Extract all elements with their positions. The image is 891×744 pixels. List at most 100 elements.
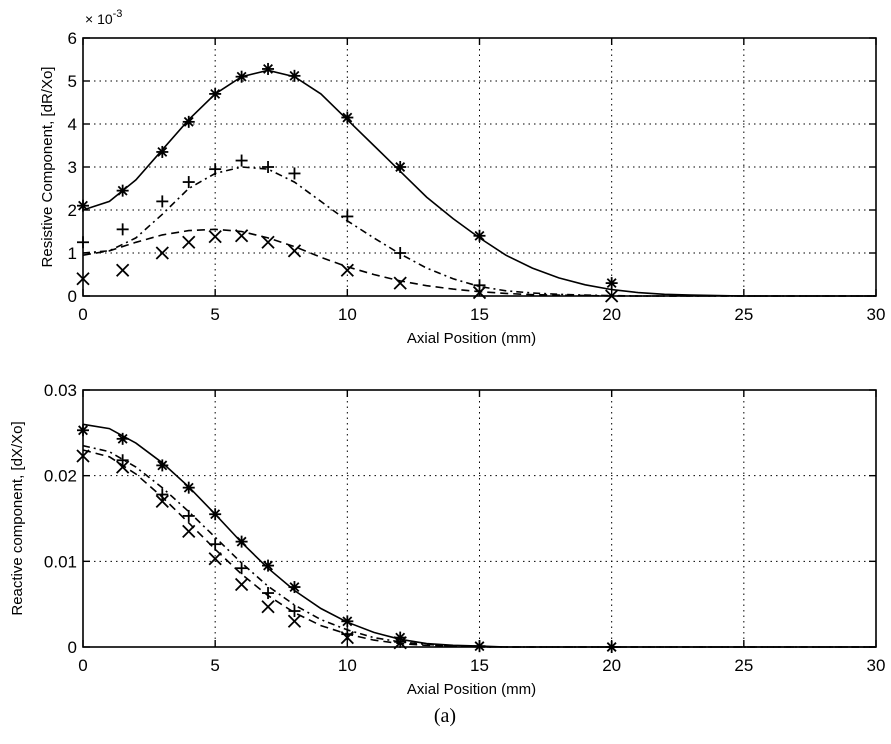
marker-stroke (183, 482, 194, 493)
data-point (234, 229, 249, 243)
data-point (182, 509, 195, 522)
x-tick-label: 20 (602, 656, 621, 675)
marker-stroke (393, 276, 407, 290)
y-tick-label: 6 (68, 29, 77, 48)
marker-stroke (340, 630, 354, 645)
data-point (262, 559, 275, 572)
marker-stroke (182, 235, 196, 249)
data-point (341, 111, 354, 124)
marker-stroke (183, 116, 194, 127)
data-point (341, 210, 354, 223)
x-tick-label: 30 (867, 656, 886, 675)
x-axis-label: Axial Position (mm) (407, 330, 536, 347)
y-tick-label: 3 (68, 158, 77, 177)
data-point (235, 154, 248, 167)
data-point (234, 577, 249, 592)
data-point (605, 277, 618, 290)
marker-stroke (236, 536, 247, 547)
data-point (262, 587, 275, 600)
marker-stroke (342, 616, 353, 627)
data-point (116, 454, 129, 467)
data-point (393, 276, 407, 290)
data-point (288, 581, 301, 594)
y-tick-label: 2 (68, 201, 77, 220)
data-point (182, 524, 196, 538)
marker-stroke (157, 460, 168, 471)
y-tick-label: 0 (68, 638, 77, 657)
marker-stroke (155, 246, 169, 260)
data-point (341, 615, 354, 628)
marker-stroke (287, 614, 302, 628)
data-point (287, 614, 302, 628)
data-point (156, 195, 169, 208)
x-tick-label: 15 (470, 305, 489, 324)
data-point (261, 235, 275, 249)
data-point (156, 145, 169, 158)
marker-stroke (117, 433, 128, 444)
y-tick-label: 5 (68, 72, 77, 91)
marker-stroke (340, 263, 354, 277)
y-tick-label: 0.02 (44, 467, 77, 486)
resistive-chart: 0 5 10 15 20 25 30 0 1 2 3 4 5 6 Axial Position (mm) Re… (39, 8, 885, 347)
marker-stroke (208, 552, 222, 566)
data-point (235, 70, 248, 83)
y-tick-label: 0.03 (44, 381, 77, 400)
marker-stroke (182, 524, 196, 538)
y-axis-label: Reactive component, [dX/Xo] (9, 421, 26, 615)
y-multiplier-exponent: -3 (113, 8, 123, 20)
x-tick-label: 10 (338, 656, 357, 675)
data-point (209, 508, 222, 521)
x-tick-label: 5 (210, 305, 219, 324)
data-point (182, 176, 195, 189)
marker-stroke (116, 263, 130, 277)
marker-stroke (287, 244, 302, 258)
marker-stroke (289, 70, 300, 81)
y-axis-multiplier: × 10-3 (85, 8, 122, 27)
x-tick-label: 15 (470, 656, 489, 675)
x-axis-label: Axial Position (mm) (407, 681, 536, 698)
reactive-chart: 0 5 10 15 20 25 30 0 0.01 0.02 0.03 Axial Position … (9, 381, 885, 698)
marker-stroke (210, 88, 221, 99)
marker-stroke (342, 112, 353, 123)
y-multiplier-base: × 10 (85, 11, 113, 27)
data-point (209, 87, 222, 100)
marker-stroke (261, 600, 275, 614)
y-tick-label: 0 (68, 287, 77, 306)
data-point (340, 630, 354, 645)
marker-stroke (236, 71, 247, 82)
data-point (208, 230, 222, 244)
marker-stroke (289, 582, 300, 592)
marker-stroke (263, 64, 273, 74)
data-point (261, 600, 275, 614)
x-tick-label: 0 (78, 305, 87, 324)
marker-stroke (117, 185, 128, 196)
data-point (394, 161, 407, 173)
data-point (155, 246, 169, 260)
data-point (288, 167, 301, 180)
figure-caption: (a) (434, 705, 456, 727)
data-point (116, 460, 130, 474)
data-point (340, 263, 354, 277)
marker-stroke (234, 577, 249, 592)
data-point (287, 244, 302, 258)
data-point (235, 562, 248, 575)
y-tick-label: 0.01 (44, 552, 77, 571)
data-point (116, 184, 129, 197)
marker-stroke (606, 278, 617, 289)
data-point (473, 229, 486, 242)
x-tick-label: 20 (602, 305, 621, 324)
marker-stroke (116, 460, 130, 474)
x-tick-label: 0 (78, 656, 87, 675)
y-axis-label: Resistive Component, [dR/Xo] (39, 67, 56, 268)
marker-stroke (234, 229, 249, 243)
data-point (288, 69, 301, 82)
x-tick-label: 5 (210, 656, 219, 675)
data-point (235, 535, 248, 548)
x-tick-label: 10 (338, 305, 357, 324)
data-point (182, 235, 196, 249)
data-point (156, 459, 169, 472)
data-point (155, 494, 169, 509)
x-tick-label: 25 (734, 656, 753, 675)
x-tick-label: 30 (867, 305, 886, 324)
